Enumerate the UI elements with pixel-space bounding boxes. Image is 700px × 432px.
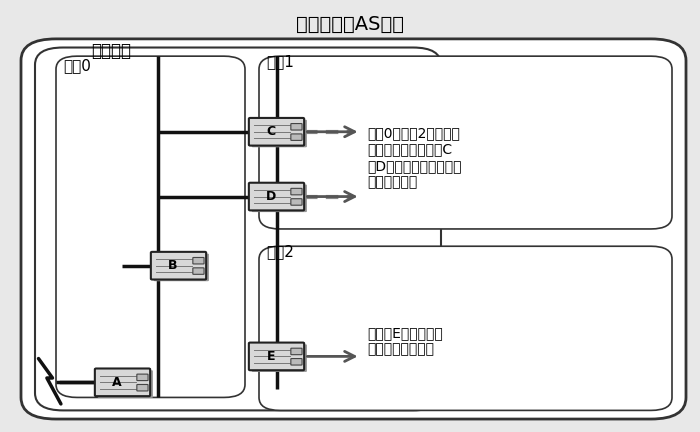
Text: A: A <box>112 376 122 389</box>
Text: 区域0: 区域0 <box>63 58 91 73</box>
FancyBboxPatch shape <box>154 254 209 281</box>
Text: 路由器E作为默认路
径发送路由信息。: 路由器E作为默认路 径发送路由信息。 <box>368 326 443 356</box>
FancyBboxPatch shape <box>291 188 302 195</box>
FancyBboxPatch shape <box>291 359 302 365</box>
FancyBboxPatch shape <box>252 120 307 147</box>
FancyBboxPatch shape <box>249 183 304 210</box>
FancyBboxPatch shape <box>94 368 150 396</box>
FancyBboxPatch shape <box>21 39 686 419</box>
FancyBboxPatch shape <box>252 184 307 212</box>
FancyBboxPatch shape <box>291 134 302 140</box>
FancyBboxPatch shape <box>291 124 302 130</box>
Text: 区域2: 区域2 <box>266 244 294 259</box>
FancyBboxPatch shape <box>249 118 304 146</box>
Text: B: B <box>168 259 178 272</box>
FancyBboxPatch shape <box>291 348 302 355</box>
FancyBboxPatch shape <box>151 252 206 280</box>
Text: 区域0、区域2以及外部
路由的信息由路由器C
和D作为度量（代价）信
息发送出去。: 区域0、区域2以及外部 路由的信息由路由器C 和D作为度量（代价）信 息发送出去… <box>368 127 462 189</box>
FancyBboxPatch shape <box>56 56 245 397</box>
FancyBboxPatch shape <box>291 199 302 205</box>
FancyBboxPatch shape <box>35 48 441 410</box>
Text: 区域1: 区域1 <box>266 54 294 69</box>
FancyBboxPatch shape <box>136 374 148 381</box>
FancyBboxPatch shape <box>259 246 672 410</box>
FancyBboxPatch shape <box>97 370 153 398</box>
FancyBboxPatch shape <box>193 268 204 274</box>
Text: 主干区域: 主干区域 <box>91 42 131 60</box>
FancyBboxPatch shape <box>259 56 672 229</box>
Text: D: D <box>266 190 276 203</box>
FancyBboxPatch shape <box>252 344 307 372</box>
FancyBboxPatch shape <box>136 384 148 391</box>
Text: C: C <box>266 125 276 138</box>
Text: 自治系统（AS）内: 自治系统（AS）内 <box>296 15 404 34</box>
Text: E: E <box>267 350 275 363</box>
FancyBboxPatch shape <box>249 343 304 370</box>
FancyBboxPatch shape <box>193 257 204 264</box>
